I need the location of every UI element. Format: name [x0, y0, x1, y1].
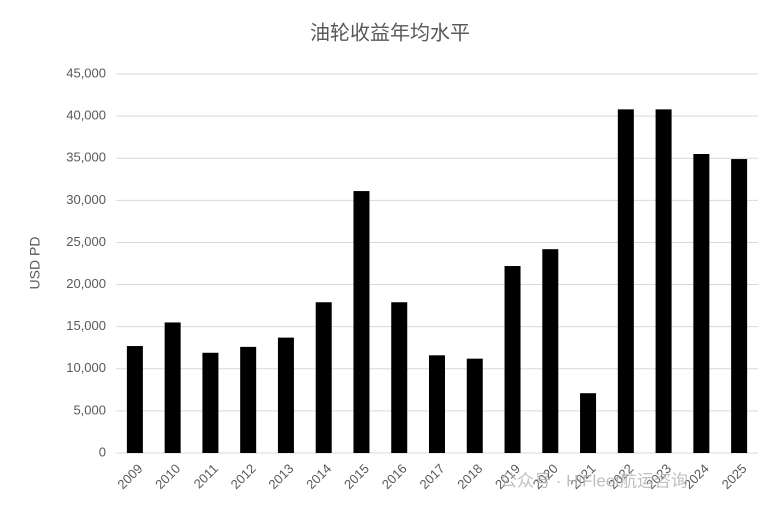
y-tick-label: 40,000: [66, 108, 106, 123]
bar: [655, 109, 672, 453]
bar: [277, 337, 294, 453]
bar: [693, 154, 710, 453]
x-tick-label: 2011: [191, 461, 221, 491]
bar: [391, 302, 408, 453]
bar: [164, 322, 181, 453]
bar: [429, 355, 445, 453]
y-tick-label: 5,000: [73, 402, 106, 417]
bar: [315, 302, 332, 453]
y-tick-label: 35,000: [66, 150, 106, 165]
y-tick-label: 0: [99, 444, 106, 459]
bar: [353, 191, 370, 453]
chart-title: 油轮收益年均水平: [310, 21, 470, 44]
x-tick-label: 2017: [416, 461, 447, 492]
x-tick-label: 2012: [228, 461, 259, 492]
y-tick-label: 20,000: [66, 276, 106, 291]
bar: [126, 346, 143, 453]
x-tick-label: 2025: [719, 461, 750, 492]
bar: [202, 352, 219, 453]
x-tick-label: 2014: [303, 461, 334, 492]
bar: [617, 109, 634, 453]
y-tick-label: 30,000: [66, 192, 106, 207]
bar: [731, 159, 748, 453]
bar: [466, 358, 483, 453]
bar: [240, 346, 257, 453]
x-tick-label: 2018: [454, 461, 485, 492]
y-tick-label: 15,000: [66, 318, 106, 333]
x-tick-label: 2009: [114, 461, 145, 492]
bar: [542, 249, 559, 453]
y-tick-label: 10,000: [66, 360, 106, 375]
watermark: 公众号 · HiFleet航运咨询: [500, 471, 688, 490]
x-tick-label: 2015: [341, 461, 372, 492]
x-tick-label: 2010: [152, 461, 183, 492]
bar: [504, 266, 521, 453]
y-tick-label: 25,000: [66, 234, 106, 249]
x-tick-label: 2013: [265, 461, 296, 492]
y-tick-label: 45,000: [66, 65, 106, 80]
y-axis-label: USD PD: [27, 237, 43, 290]
bar: [580, 393, 597, 453]
x-tick-label: 2016: [379, 461, 410, 492]
